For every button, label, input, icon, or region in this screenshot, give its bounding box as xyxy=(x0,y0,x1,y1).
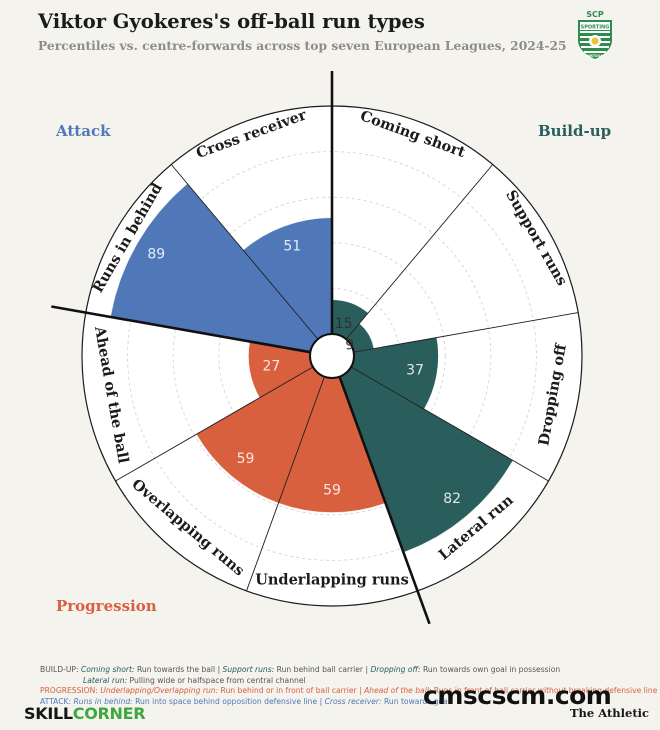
grid-ring xyxy=(218,242,446,470)
footer-term: Dropping off: xyxy=(370,665,421,674)
crest-initials: SCP xyxy=(586,10,604,19)
spoke-line xyxy=(353,312,579,353)
spoke-line xyxy=(115,366,314,482)
category-label: Underlapping runs xyxy=(255,572,409,589)
spoke-line xyxy=(345,164,494,340)
grid-ring xyxy=(172,196,492,516)
spoke-line xyxy=(246,376,325,592)
data-label: 9 xyxy=(345,338,354,354)
chart-subtitle: Percentiles vs. centre-forwards across t… xyxy=(38,38,567,53)
chart-title: Viktor Gyokeres's off-ball run types xyxy=(38,10,425,33)
footer-term: Ahead of the ball: xyxy=(364,686,432,695)
footer-sep: | xyxy=(356,686,365,695)
data-label: 89 xyxy=(147,247,165,263)
data-label: 37 xyxy=(406,363,424,379)
footer-desc: Run into space behind opposition defensi… xyxy=(132,696,318,706)
corner-logo-part: CORNER xyxy=(72,704,146,723)
definitions-footer: BUILD-UP: Coming short: Run towards the … xyxy=(40,665,657,707)
footer-sep: | xyxy=(215,665,223,674)
data-label: 59 xyxy=(323,483,341,499)
data-label: 27 xyxy=(262,359,280,375)
footer-term: Cross receiver: xyxy=(324,696,382,706)
footer-desc: Run behind or in front of ball carrier xyxy=(218,686,357,695)
crest-top-text: SPORTING xyxy=(581,25,610,31)
footer-lateral-line: Lateral run: Pulling wide or halfspace f… xyxy=(40,676,657,687)
data-label: 59 xyxy=(237,451,255,467)
footer-progression-line: PROGRESSION: Underlapping/Overlapping ru… xyxy=(40,686,657,697)
skill-logo-part: SKILL xyxy=(24,704,73,723)
center-hub xyxy=(309,333,355,379)
club-crest-logo: SCP SPORTING PORTUGAL xyxy=(578,10,612,59)
group-label-build-up: Build-up xyxy=(538,122,612,140)
footer-term: Underlapping/Overlapping run: xyxy=(100,686,219,695)
footer-term: Lateral run: xyxy=(83,675,128,685)
group-divider-line xyxy=(51,305,311,354)
footer-term: Runs in behind: xyxy=(73,696,133,706)
footer-attack-line: ATTACK: Runs in behind: Run into space b… xyxy=(40,697,657,708)
footer-sep: | xyxy=(317,696,325,706)
skillcorner-logo: SKILLCORNER xyxy=(24,704,146,723)
footer-desc: Run towards own goal in possession xyxy=(420,665,561,674)
footer-build-prefix: BUILD-UP: xyxy=(40,665,79,674)
data-label: 82 xyxy=(443,491,461,507)
footer-sep: | xyxy=(363,665,371,674)
data-label: 51 xyxy=(283,239,301,255)
group-label-progression: Progression xyxy=(56,597,157,615)
the-athletic-logo: The Athletic xyxy=(570,706,650,720)
footer-build-up-line: BUILD-UP: Coming short: Run towards the … xyxy=(40,665,657,676)
spoke-line xyxy=(350,366,549,482)
watermark-text: cmscscm.com xyxy=(423,681,612,710)
group-divider-line xyxy=(338,376,431,625)
group-label-attack: Attack xyxy=(56,122,111,140)
crest-bottom-text: PORTUGAL xyxy=(585,54,604,58)
footer-desc: Pulling wide or halfspace from central c… xyxy=(127,675,306,685)
footer-attack-prefix: ATTACK: xyxy=(40,696,72,706)
footer-desc: Run behind ball carrier xyxy=(274,665,364,674)
footer-term: Coming short: xyxy=(80,665,135,674)
footer-desc: Run towards the ball xyxy=(134,665,216,674)
footer-desc: Run towards goal xyxy=(381,696,450,706)
footer-term: Support runs: xyxy=(222,665,275,674)
footer-prog-prefix: PROGRESSION: xyxy=(40,686,98,695)
footer-desc: Runs in front of ball carrier without br… xyxy=(431,686,658,695)
spoke-line xyxy=(170,164,319,340)
data-label: 15 xyxy=(335,316,353,332)
